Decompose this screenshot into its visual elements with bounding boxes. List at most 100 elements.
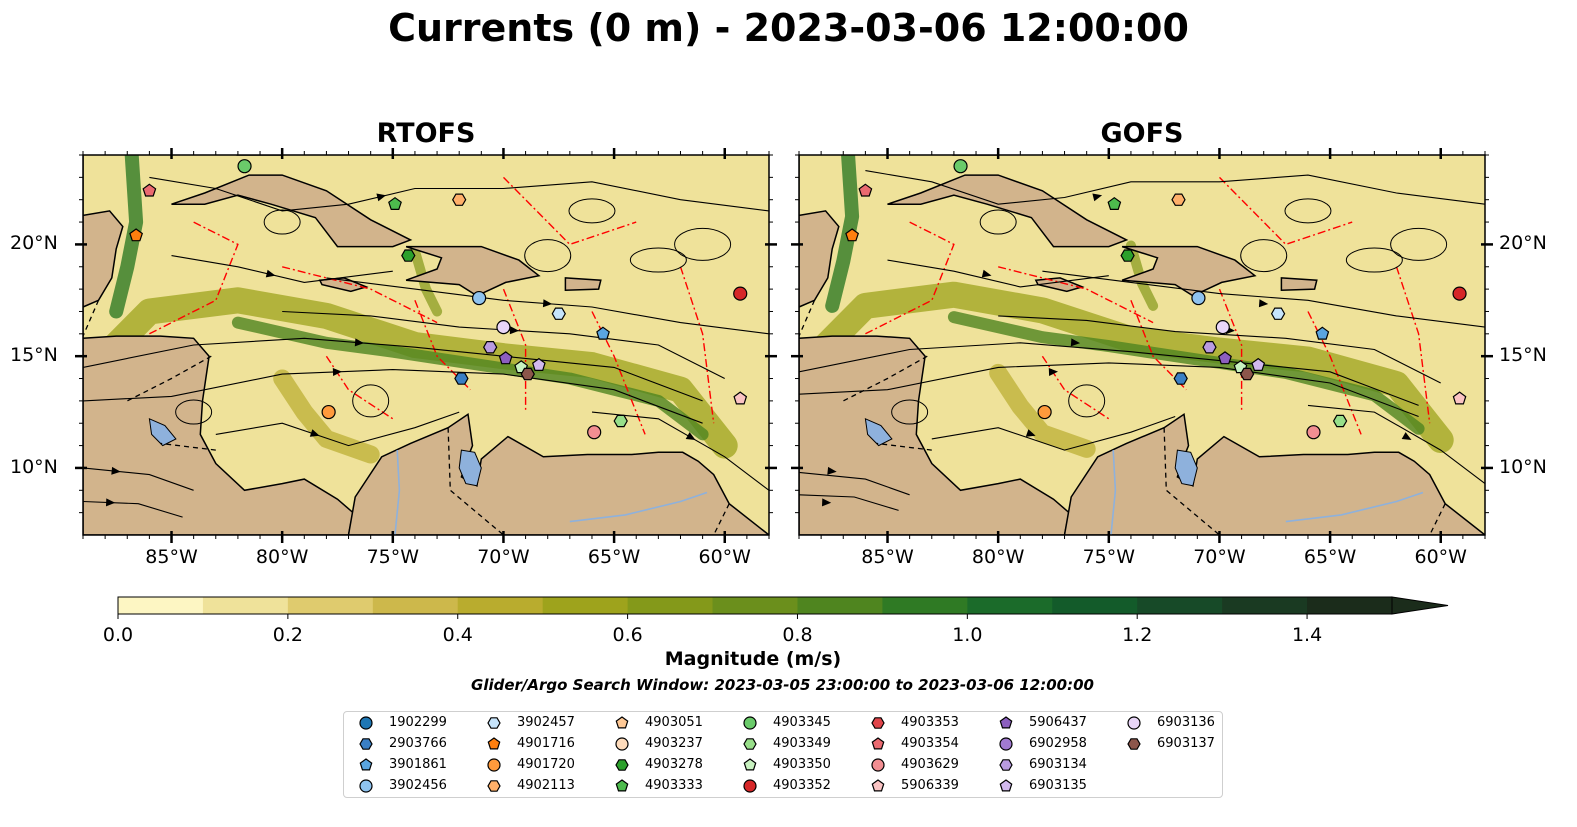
colorbar-tick-label: 0.4 [442, 624, 473, 646]
eez-boundary [325, 355, 394, 420]
streamline [931, 415, 1176, 451]
float-marker-5906339 [1452, 391, 1467, 405]
colorbar-segment [287, 597, 374, 614]
eez-boundary [679, 266, 715, 424]
y-tick-label: 20°N [10, 232, 58, 255]
colorbar-extend-arrow [1391, 596, 1449, 615]
land-polygon [171, 174, 413, 248]
streamline [799, 342, 1419, 406]
float-marker-4901720 [1037, 404, 1052, 420]
legend-label: 4903051 [645, 715, 703, 730]
eez-boundary [1041, 355, 1110, 420]
legend-label: 4903353 [901, 715, 959, 730]
streamline-arrow [332, 368, 342, 376]
panel-title-gofs: GOFS [1100, 118, 1184, 149]
colorbar-segment [627, 597, 714, 614]
streamline-arrow [1070, 338, 1081, 347]
land-polygon [952, 155, 999, 156]
speed-band [989, 363, 1096, 458]
eddy-streamline [1345, 247, 1403, 273]
legend-label: 1902299 [389, 715, 447, 730]
float-legend: 1902299 2903766 3901861 3902456 3902457 49017… [343, 711, 1223, 798]
streamline [1307, 404, 1485, 485]
colorbar-tick-label: 0.8 [782, 624, 813, 646]
streamline-arrow [509, 326, 519, 335]
float-marker-4903333 [1107, 196, 1122, 210]
eddy-streamline [1284, 198, 1332, 224]
search-window-text: Glider/Argo Search Window: 2023-03-05 23… [471, 676, 1094, 694]
legend-marker-hexagon [871, 717, 885, 729]
eddy-streamline [1068, 384, 1106, 418]
land-polygon [405, 245, 541, 297]
speed-band [947, 311, 1425, 435]
lake [864, 417, 893, 447]
colorbar-tick-label: 0.6 [612, 624, 643, 646]
x-tick-label: 75°W [1082, 546, 1136, 568]
streamline-arrow [106, 498, 116, 507]
float-marker-3902457 [1270, 307, 1286, 320]
legend-label: 6903136 [1157, 715, 1215, 730]
legend-marker-hexagon [999, 759, 1013, 771]
legend-label: 4903345 [773, 715, 831, 730]
eez-boundary [1219, 176, 1353, 246]
x-tick-label: 75°W [366, 546, 420, 568]
colorbar-segment [712, 597, 799, 614]
legend-marker-circle [487, 758, 501, 772]
land-polygon [1280, 277, 1318, 291]
y-tick-label: 10°N [1499, 455, 1547, 478]
colorbar-segment [1137, 597, 1223, 614]
streamline-arrow [685, 432, 696, 440]
colorbar-segment [1307, 597, 1393, 614]
lake [458, 449, 482, 487]
eddy-streamline [979, 209, 1017, 235]
legend-marker-pentagon [359, 758, 373, 771]
streamline-arrow [309, 429, 320, 437]
legend-marker-pentagon [871, 737, 885, 750]
colorbar-segment [1052, 597, 1138, 614]
float-marker-6903134 [483, 341, 498, 354]
legend-label: 4902113 [517, 778, 575, 793]
country-border [160, 442, 216, 451]
x-tick-label: 70°W [1193, 546, 1246, 568]
x-tick-label: 85°W [861, 546, 914, 568]
colorbar-tick-label: 1.0 [952, 624, 983, 646]
float-marker-3902456 [1191, 290, 1206, 306]
legend-marker-circle [359, 779, 373, 793]
float-marker-6903134 [1202, 341, 1217, 354]
legend-marker-pentagon [487, 737, 501, 750]
legend-label: 4901720 [517, 757, 575, 772]
eez-boundary [1395, 266, 1431, 424]
legend-marker-pentagon [615, 779, 629, 792]
colorbar-segment [967, 597, 1053, 614]
streamline [799, 471, 910, 496]
y-tick-label: 15°N [10, 344, 58, 367]
legend-label: 4903333 [645, 778, 703, 793]
float-marker-6903136 [1215, 320, 1230, 335]
speed-band [799, 281, 1454, 453]
panel-title-rtofs: RTOFS [376, 118, 476, 149]
streamline [799, 362, 1419, 418]
rtofs-map-frame [82, 154, 770, 536]
colorbar-segment [202, 597, 289, 614]
streamline [215, 411, 460, 447]
streamline-arrow [354, 338, 365, 347]
land-polygon [799, 210, 840, 308]
float-marker-4903352 [1452, 286, 1467, 301]
y-tick-label: 20°N [1499, 232, 1547, 255]
legend-label: 3901861 [389, 757, 447, 772]
streamline-arrow [1025, 429, 1036, 437]
eez-boundary [503, 176, 637, 246]
float-marker-4901720 [321, 404, 336, 420]
land-polygon [1034, 277, 1085, 293]
legend-marker-circle [1127, 716, 1141, 730]
eddy-streamline [1240, 239, 1288, 273]
float-marker-6903136 [496, 320, 511, 335]
streamline [83, 500, 183, 518]
float-marker-4902113 [452, 193, 467, 206]
lake [148, 417, 177, 447]
legend-marker-pentagon [999, 779, 1013, 792]
colorbar-segment [457, 597, 544, 614]
legend-marker-hexagon [743, 738, 757, 750]
streamline [998, 315, 1441, 384]
